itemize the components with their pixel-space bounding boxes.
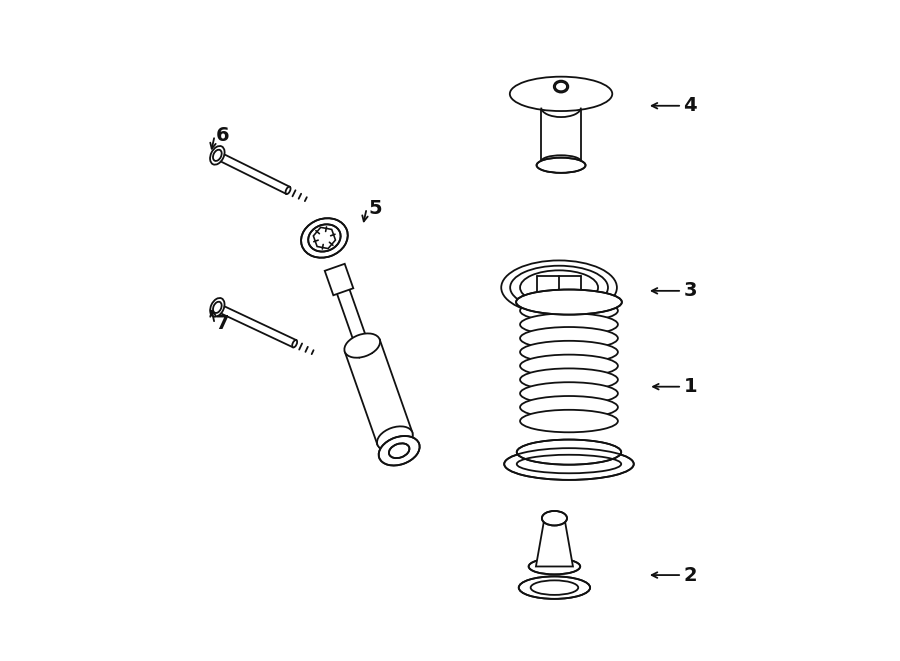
Ellipse shape — [520, 299, 618, 322]
Text: 4: 4 — [683, 97, 697, 115]
Ellipse shape — [292, 340, 297, 348]
Ellipse shape — [528, 559, 580, 574]
Ellipse shape — [504, 448, 634, 480]
Ellipse shape — [213, 150, 221, 161]
Ellipse shape — [302, 218, 347, 258]
Text: 2: 2 — [683, 566, 697, 584]
Ellipse shape — [389, 444, 410, 458]
Ellipse shape — [520, 313, 618, 336]
Ellipse shape — [520, 410, 618, 432]
Ellipse shape — [520, 327, 618, 350]
Ellipse shape — [536, 158, 586, 173]
Ellipse shape — [308, 224, 340, 252]
Ellipse shape — [554, 81, 568, 93]
Ellipse shape — [285, 186, 291, 194]
Ellipse shape — [520, 396, 618, 418]
Ellipse shape — [516, 290, 622, 315]
Ellipse shape — [210, 146, 225, 165]
Ellipse shape — [509, 77, 612, 111]
Ellipse shape — [345, 333, 380, 358]
Ellipse shape — [520, 368, 618, 391]
Polygon shape — [325, 264, 354, 295]
Polygon shape — [345, 340, 412, 445]
Ellipse shape — [547, 315, 571, 324]
Ellipse shape — [213, 301, 221, 313]
Text: 3: 3 — [683, 282, 697, 300]
Text: 5: 5 — [368, 199, 382, 217]
Ellipse shape — [501, 260, 617, 315]
Ellipse shape — [335, 282, 348, 292]
Ellipse shape — [210, 298, 224, 317]
Ellipse shape — [520, 354, 618, 377]
Text: 7: 7 — [216, 315, 230, 333]
Polygon shape — [216, 152, 290, 194]
Ellipse shape — [379, 436, 419, 465]
Ellipse shape — [517, 440, 621, 465]
Text: 6: 6 — [216, 126, 230, 145]
Ellipse shape — [542, 511, 567, 525]
Polygon shape — [541, 108, 580, 161]
Ellipse shape — [518, 576, 590, 599]
Ellipse shape — [377, 426, 413, 451]
Polygon shape — [536, 522, 573, 566]
Ellipse shape — [520, 341, 618, 364]
Polygon shape — [216, 304, 296, 347]
Ellipse shape — [520, 382, 618, 405]
Polygon shape — [336, 285, 372, 358]
Text: 1: 1 — [683, 377, 697, 396]
Ellipse shape — [541, 155, 580, 167]
